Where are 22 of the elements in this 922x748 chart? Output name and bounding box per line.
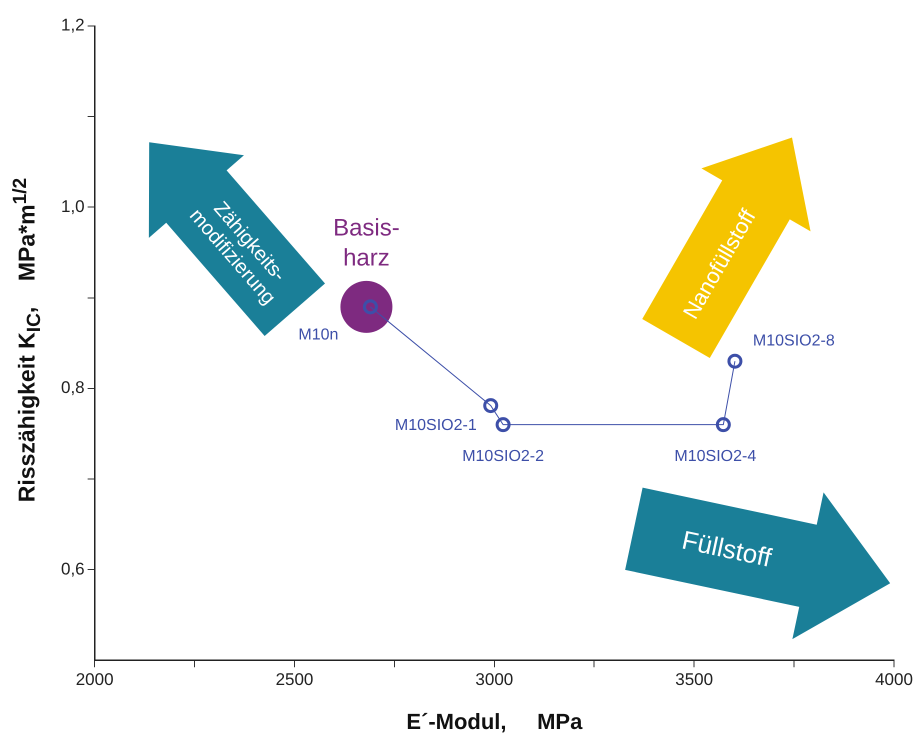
annotation: M10SIO2-8 (752, 332, 835, 350)
x-tick-label: 3000 (475, 670, 514, 690)
annotation: Füllstoff (679, 524, 775, 573)
y-tick-label: 1,0 (60, 196, 85, 216)
y-tick-label: 1,2 (60, 16, 85, 35)
point (716, 417, 731, 432)
point (727, 354, 742, 369)
annotation: M10n (298, 326, 338, 344)
annotation: M10SIO2-2 (462, 448, 544, 466)
y-tick-label: 0,8 (60, 378, 85, 398)
x-tick-label: 2500 (276, 670, 314, 690)
y-tick-label: 0,6 (60, 559, 85, 578)
point (496, 417, 511, 432)
annotation: Basis- harz (333, 214, 400, 272)
x-axis-title: E´-Modul, MPa (406, 708, 584, 734)
annotation: M10SIO2-4 (674, 448, 756, 466)
annotation: M10SIO2-1 (394, 417, 477, 434)
point (340, 280, 392, 333)
x-tick-label: 2000 (76, 670, 114, 690)
x-tick-label: 4000 (875, 670, 913, 690)
x-tick-label: 3500 (675, 670, 714, 690)
point (483, 398, 498, 414)
